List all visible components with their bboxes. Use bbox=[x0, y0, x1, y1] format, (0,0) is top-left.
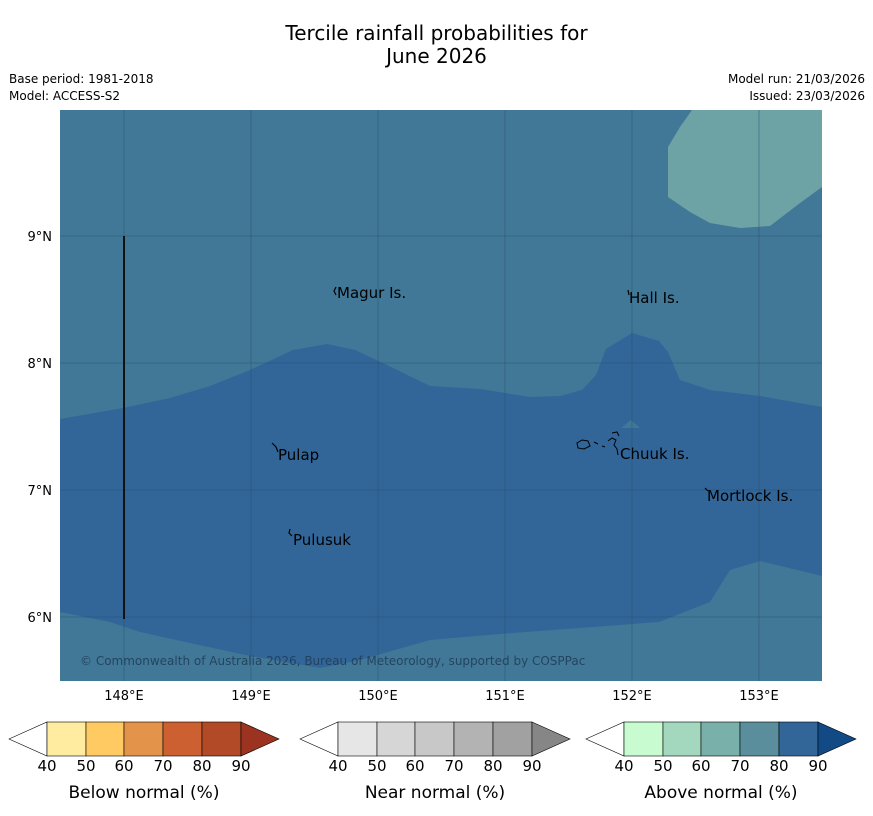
lat-axis-labels: 9°N 8°N 7°N 6°N bbox=[28, 230, 53, 626]
lon-tick-149: 149°E bbox=[231, 689, 271, 704]
cb-above-seg-3 bbox=[700, 721, 741, 757]
cb-above-tick-40: 40 bbox=[614, 757, 633, 775]
lat-tick-9n: 9°N bbox=[28, 230, 53, 245]
cb-above-seg-5 bbox=[778, 721, 819, 757]
cb-near-seg-0 bbox=[299, 721, 339, 757]
map-area: Magur Is. Hall Is. Pulap Chuuk Is. Mortl… bbox=[60, 110, 822, 681]
cb-below-tick-90: 90 bbox=[231, 757, 250, 775]
island-magur bbox=[333, 286, 337, 296]
cb-near-seg-3 bbox=[414, 721, 455, 757]
cb-below-seg-1 bbox=[46, 721, 87, 757]
cb-below-seg-3 bbox=[123, 721, 164, 757]
place-pulusuk: Pulusuk bbox=[293, 531, 351, 549]
island-pulap bbox=[271, 442, 279, 453]
island-hall bbox=[627, 289, 630, 296]
cb-above-tick-60: 60 bbox=[691, 757, 710, 775]
lon-tick-153: 153°E bbox=[739, 689, 779, 704]
lat-tick-6n: 6°N bbox=[28, 611, 53, 626]
colorbar-below bbox=[8, 721, 280, 757]
cb-below-tick-70: 70 bbox=[153, 757, 172, 775]
place-magur: Magur Is. bbox=[337, 284, 406, 302]
cb-above-seg-6 bbox=[817, 721, 857, 757]
cb-near-seg-6 bbox=[531, 721, 571, 757]
place-mortlock: Mortlock Is. bbox=[707, 487, 793, 505]
island-outlines bbox=[271, 286, 709, 537]
cb-below-seg-6 bbox=[240, 721, 280, 757]
chart-title: Tercile rainfall probabilities for June … bbox=[0, 22, 873, 68]
cb-above-seg-1 bbox=[623, 721, 664, 757]
cb-near-title: Near normal (%) bbox=[365, 783, 505, 803]
lon-tick-150: 150°E bbox=[358, 689, 398, 704]
model-run: Model run: 21/03/2026 bbox=[727, 72, 865, 86]
lon-axis-labels: 148°E 149°E 150°E 151°E 152°E 153°E bbox=[104, 689, 779, 704]
meta-left: Base period: 1981-2018 Model: ACCESS-S2 bbox=[9, 71, 154, 105]
island-mortlock bbox=[704, 487, 709, 492]
lat-tick-7n: 7°N bbox=[28, 484, 53, 499]
cb-near-tick-60: 60 bbox=[405, 757, 424, 775]
place-hall: Hall Is. bbox=[629, 289, 680, 307]
cb-near-seg-4 bbox=[453, 721, 494, 757]
base-period: Base period: 1981-2018 bbox=[9, 72, 154, 86]
copyright-notice: © Commonwealth of Australia 2026, Bureau… bbox=[80, 654, 585, 668]
place-pulap: Pulap bbox=[278, 446, 319, 464]
model-name: Model: ACCESS-S2 bbox=[9, 89, 121, 103]
cb-near-tick-40: 40 bbox=[328, 757, 347, 775]
cb-near-seg-1 bbox=[337, 721, 378, 757]
place-chuuk: Chuuk Is. bbox=[620, 445, 689, 463]
cb-below-seg-4 bbox=[162, 721, 203, 757]
cb-below-title: Below normal (%) bbox=[69, 783, 220, 803]
cb-below-tick-80: 80 bbox=[192, 757, 211, 775]
cb-near-tick-50: 50 bbox=[367, 757, 386, 775]
cb-above-tick-80: 80 bbox=[769, 757, 788, 775]
meta-right: Model run: 21/03/2026 Issued: 23/03/2026 bbox=[728, 71, 865, 105]
lon-tick-148: 148°E bbox=[104, 689, 144, 704]
cb-below-seg-5 bbox=[201, 721, 242, 757]
cb-near-tick-70: 70 bbox=[444, 757, 463, 775]
cb-near-seg-2 bbox=[376, 721, 416, 757]
cb-above-tick-90: 90 bbox=[808, 757, 827, 775]
cb-below-tick-50: 50 bbox=[76, 757, 95, 775]
colorbar-near bbox=[299, 721, 571, 757]
title-line-2: June 2026 bbox=[386, 44, 487, 68]
region-above-80-90 bbox=[60, 333, 822, 668]
island-chuuk bbox=[576, 431, 620, 456]
cb-near-seg-5 bbox=[492, 721, 533, 757]
island-pulusuk bbox=[288, 528, 293, 537]
lat-tick-8n: 8°N bbox=[28, 357, 53, 372]
cb-near-tick-90: 90 bbox=[522, 757, 541, 775]
cb-above-seg-4 bbox=[739, 721, 780, 757]
cb-below-seg-0 bbox=[8, 721, 48, 757]
issued-date: Issued: 23/03/2026 bbox=[749, 89, 865, 103]
colorbar-above bbox=[585, 721, 857, 757]
cb-above-seg-0 bbox=[585, 721, 625, 757]
cb-below-tick-40: 40 bbox=[37, 757, 56, 775]
title-line-1: Tercile rainfall probabilities for bbox=[285, 21, 588, 45]
cb-below-tick-60: 60 bbox=[114, 757, 133, 775]
cb-above-tick-70: 70 bbox=[730, 757, 749, 775]
lon-tick-151: 151°E bbox=[485, 689, 525, 704]
cb-below-seg-2 bbox=[85, 721, 125, 757]
cb-near-tick-80: 80 bbox=[483, 757, 502, 775]
region-above-60-70 bbox=[668, 110, 822, 228]
cb-above-title: Above normal (%) bbox=[644, 783, 797, 803]
cb-above-seg-2 bbox=[662, 721, 702, 757]
lon-tick-152: 152°E bbox=[612, 689, 652, 704]
region-above-70-80-notch bbox=[621, 420, 640, 428]
cb-above-tick-50: 50 bbox=[653, 757, 672, 775]
